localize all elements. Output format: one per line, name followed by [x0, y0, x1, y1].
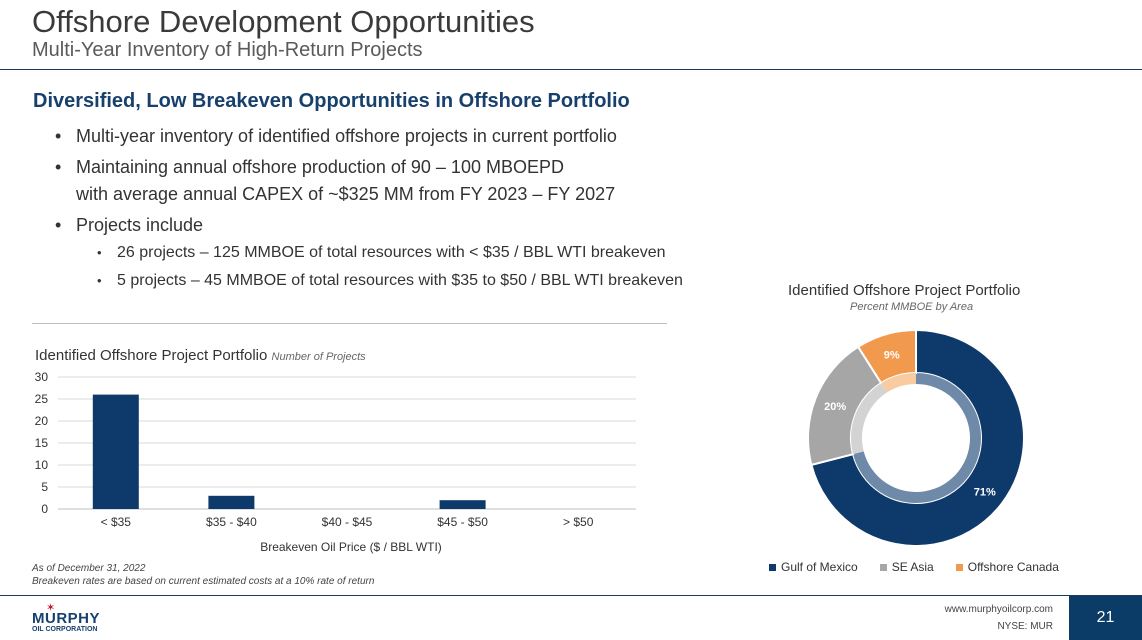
bullet-item: Projects include [55, 212, 617, 239]
bullet-line: Maintaining annual offshore production o… [76, 157, 564, 177]
y-tick-label: 15 [35, 436, 49, 450]
bar-chart-unit-label: Number of Projects [271, 351, 366, 363]
y-tick-label: 0 [41, 502, 48, 516]
donut-chart-subtitle: Percent MMBOE by Area [850, 301, 974, 313]
y-tick-label: 20 [35, 414, 49, 428]
slice-data-label: 20% [824, 401, 846, 413]
footer-divider [0, 595, 1142, 596]
donut-chart: 71% 20% 9% [807, 328, 1025, 545]
footer-ticker: NYSE: MUR [997, 621, 1053, 632]
footnote-breakeven: Breakeven rates are based on current est… [32, 576, 375, 587]
logo-name: MURPHY [32, 610, 101, 627]
bar-chart-title-text: Identified Offshore Project Portfolio [35, 347, 268, 364]
legend-item: SE Asia [879, 560, 934, 574]
bullet-item: Multi-year inventory of identified offsh… [55, 123, 617, 150]
bar-chart-title: Identified Offshore Project Portfolio Nu… [35, 347, 366, 364]
legend-swatch [769, 563, 776, 571]
legend-label: SE Asia [891, 560, 934, 574]
donut-inner-ring [851, 383, 888, 455]
logo-star-icon: ✶ [46, 602, 56, 614]
header-divider [0, 69, 1142, 70]
y-tick-label: 25 [35, 392, 49, 406]
legend-label: Offshore Canada [967, 560, 1059, 574]
donut-legend: Gulf of Mexico SE Asia Offshore Canada [769, 560, 1081, 574]
sub-bullet-list: 26 projects – 125 MMBOE of total resourc… [97, 239, 683, 295]
sub-bullet-item: 5 projects – 45 MMBOE of total resources… [97, 267, 683, 295]
murphy-logo: ✶ MURPHY OIL CORPORATION [30, 601, 110, 635]
legend-swatch [879, 563, 887, 571]
section-heading: Diversified, Low Breakeven Opportunities… [33, 90, 630, 112]
donut-inner-ring [881, 373, 916, 393]
footer-url: www.murphyoilcorp.com [944, 604, 1053, 615]
legend-item: Offshore Canada [955, 560, 1059, 574]
bar-chart: 0 5 10 15 20 25 30 < $35 $35 - $40 $40 - $45 $45 -… [35, 370, 636, 554]
legend-label: Gulf of Mexico [781, 560, 858, 574]
bullet-item: Maintaining annual offshore production o… [55, 154, 617, 208]
x-tick-label: < $35 [101, 515, 132, 529]
bar [439, 500, 486, 509]
x-axis-label: Breakeven Oil Price ($ / BBL WTI) [260, 540, 442, 554]
content-divider [32, 323, 667, 324]
bar [208, 495, 255, 509]
x-tick-label: $40 - $45 [322, 515, 373, 529]
page-title: Offshore Development Opportunities [32, 4, 535, 39]
slice-data-label: 9% [884, 349, 900, 361]
legend-item: Gulf of Mexico [769, 560, 858, 574]
bar [92, 394, 139, 509]
legend-swatch [955, 563, 963, 571]
bullet-list: Multi-year inventory of identified offsh… [55, 123, 617, 239]
x-tick-label: $45 - $50 [437, 515, 488, 529]
x-tick-label: > $50 [563, 515, 594, 529]
y-tick-label: 10 [35, 458, 49, 472]
y-tick-label: 5 [41, 480, 48, 494]
logo-subtext: OIL CORPORATION [32, 626, 98, 633]
page-subtitle: Multi-Year Inventory of High-Return Proj… [32, 39, 423, 61]
y-tick-label: 30 [35, 370, 49, 384]
footnote-date: As of December 31, 2022 [32, 563, 146, 574]
bullet-line-continued: with average annual CAPEX of ~$325 MM fr… [76, 184, 616, 204]
donut-chart-title: Identified Offshore Project Portfolio [788, 282, 1021, 299]
slice-data-label: 71% [974, 486, 996, 498]
x-tick-label: $35 - $40 [206, 515, 257, 529]
page-number: 21 [1069, 596, 1142, 640]
sub-bullet-item: 26 projects – 125 MMBOE of total resourc… [97, 239, 683, 267]
